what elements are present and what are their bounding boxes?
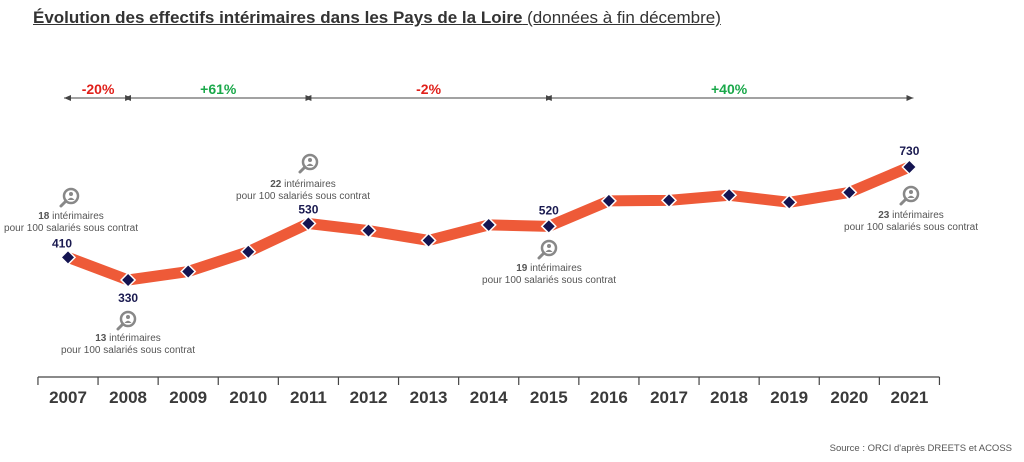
period-change-label: +61% [200,81,237,97]
data-label-2021: 730 [899,144,919,158]
data-label-2007: 410 [52,236,72,250]
x-tick-label-2014: 2014 [470,388,508,407]
data-point-2019 [781,194,798,211]
x-tick-label-2011: 2011 [290,388,327,407]
data-point-2013 [420,232,437,249]
chart-title-main: Évolution des effectifs intérimaires dan… [33,8,523,27]
chart-subtitle: (données à fin décembre) [527,8,721,27]
data-point-2009 [180,263,197,280]
data-point-2007 [59,249,77,266]
magnifier-person-icon [59,187,80,208]
data-point-2020 [841,184,858,201]
x-tick-label-2015: 2015 [530,388,568,407]
period-change-label: -2% [416,81,441,97]
x-tick-label-2017: 2017 [650,388,688,407]
x-tick-label-2018: 2018 [710,388,748,407]
x-tick-label-2009: 2009 [169,388,207,407]
data-point-2021 [901,158,918,176]
magnifier-person-icon [116,310,137,331]
magnifier-person-icon [537,239,558,260]
annotation-2021: 23 intérimaires pour 100 salariés sous co… [844,210,978,233]
source-note: Source : ORCI d'après DREETS et ACOSS [829,443,1012,454]
data-point-2014 [480,216,497,233]
data-label-2011: 530 [298,203,318,217]
annotation-2008: 13 intérimaires pour 100 salariés sous co… [61,333,195,356]
chart-title: Évolution des effectifs intérimaires dan… [33,8,721,28]
x-tick-label-2013: 2013 [410,388,448,407]
data-label-2015: 520 [539,203,559,217]
data-point-2011 [300,215,317,232]
data-point-2008 [120,271,137,289]
x-tick-label-2012: 2012 [350,388,388,407]
x-tick-label-2016: 2016 [590,388,628,407]
data-point-2018 [721,187,738,204]
x-tick-label-2008: 2008 [109,388,147,407]
magnifier-person-icon [298,153,319,174]
annotation-2007: 18 intérimaires pour 100 salariés sous co… [4,211,138,234]
x-tick-label-2010: 2010 [229,388,267,407]
data-point-2010 [240,243,257,260]
annotation-2011: 22 intérimaires pour 100 salariés sous co… [236,179,370,202]
x-tick-label-2007: 2007 [49,388,87,407]
period-change-label: +40% [711,81,748,97]
magnifier-person-icon [899,185,920,206]
annotation-2015: 19 intérimaires pour 100 salariés sous co… [482,263,616,286]
data-point-2016 [600,192,617,209]
data-point-2017 [660,192,678,209]
x-tick-label-2021: 2021 [890,388,928,407]
x-tick-label-2020: 2020 [830,388,868,407]
data-label-2008: 330 [118,291,138,305]
x-tick-label-2019: 2019 [770,388,808,407]
period-change-label: -20% [82,81,115,97]
data-point-2012 [360,222,377,239]
data-point-2015 [540,218,557,235]
